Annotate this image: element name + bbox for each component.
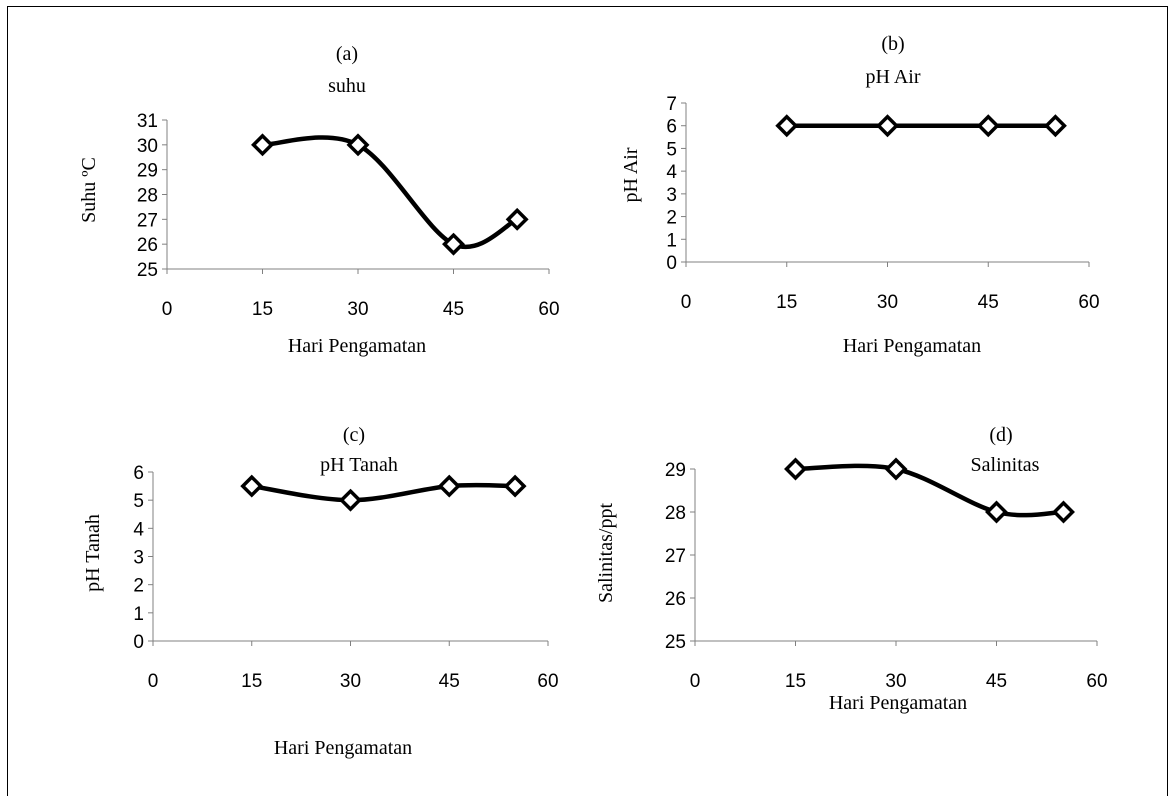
y-axis-label: pH Air	[620, 147, 642, 202]
data-point-marker	[884, 457, 908, 481]
data-point-marker	[503, 474, 527, 498]
y-tick-label: 30	[137, 136, 158, 157]
data-point-marker	[1043, 114, 1067, 138]
y-tick-label: 27	[665, 546, 686, 567]
x-tick-label: 15	[252, 299, 273, 320]
panel-label: (b)	[881, 33, 904, 55]
x-tick-label: 60	[1078, 292, 1099, 313]
data-point-marker	[240, 474, 264, 498]
y-tick-label: 5	[133, 491, 144, 512]
y-axis-label: Salinitas/ppt	[595, 503, 617, 603]
y-tick-label: 7	[666, 94, 677, 115]
x-tick-label: 60	[538, 299, 559, 320]
y-tick-label: 6	[666, 117, 677, 138]
y-tick-label: 4	[666, 162, 677, 183]
x-tick-label: 60	[1086, 671, 1107, 692]
y-tick-label: 1	[666, 230, 677, 251]
x-tick-label: 30	[885, 671, 906, 692]
chart-title: Salinitas	[971, 454, 1040, 476]
y-tick-label: 0	[133, 632, 144, 653]
y-tick-label: 28	[137, 186, 158, 207]
y-axis-label: Suhu ºC	[78, 157, 100, 223]
data-point-marker	[346, 133, 370, 157]
x-tick-label: 0	[162, 299, 173, 320]
x-axis-label: Hari Pengamatan	[274, 737, 412, 759]
y-tick-label: 29	[665, 460, 686, 481]
y-axis-label: pH Tanah	[82, 514, 104, 592]
data-point-marker	[1052, 500, 1075, 524]
chart-title: pH Tanah	[320, 454, 398, 476]
y-tick-label: 5	[666, 139, 677, 160]
figure-frame	[7, 6, 1168, 796]
panel-label: (a)	[336, 43, 358, 65]
y-tick-label: 3	[133, 548, 144, 569]
x-tick-label: 15	[241, 671, 262, 692]
data-point-marker	[251, 133, 274, 157]
panel-label: (c)	[343, 424, 365, 446]
y-tick-label: 4	[133, 519, 144, 540]
data-point-marker	[505, 207, 529, 231]
y-tick-label: 1	[133, 604, 144, 625]
x-tick-label: 45	[443, 299, 464, 320]
x-tick-label: 30	[340, 671, 361, 692]
series-line	[251, 482, 516, 503]
y-tick-label: 25	[137, 260, 158, 281]
data-point-marker	[442, 232, 465, 256]
x-tick-label: 30	[347, 299, 368, 320]
x-tick-label: 60	[537, 671, 558, 692]
y-tick-label: 28	[665, 503, 686, 524]
x-tick-label: 30	[877, 292, 898, 313]
y-tick-label: 6	[133, 463, 144, 484]
x-tick-label: 15	[776, 292, 797, 313]
data-point-marker	[876, 114, 899, 138]
y-tick-label: 0	[666, 253, 677, 274]
y-tick-label: 2	[133, 576, 144, 597]
y-tick-label: 31	[137, 111, 158, 132]
data-point-marker	[339, 488, 362, 512]
chart-panel-4: 25 26 27 28 29 0 15 30 45 60 (d) Salinitas Hari Peng…	[595, 424, 1108, 714]
x-tick-label: 0	[690, 671, 701, 692]
series-line	[262, 135, 519, 249]
y-tick-label: 26	[137, 235, 158, 256]
panel-label: (d)	[989, 424, 1012, 446]
series-line	[795, 463, 1064, 518]
x-tick-label: 45	[978, 292, 999, 313]
chart-panel-1: 25 26 27 28 29 30 31 0 15 30 45 60 (a) suhu Hari Penga…	[78, 43, 560, 357]
data-point-marker	[784, 457, 807, 481]
data-point-marker	[775, 114, 799, 138]
y-tick-label: 26	[665, 589, 686, 610]
x-tick-label: 0	[681, 292, 692, 313]
x-tick-label: 45	[439, 671, 460, 692]
x-tick-label: 45	[986, 671, 1007, 692]
y-tick-label: 2	[666, 208, 677, 229]
x-axis-label: Hari Pengamatan	[829, 692, 967, 714]
chart-title: suhu	[328, 75, 366, 97]
x-tick-label: 15	[785, 671, 806, 692]
y-tick-label: 25	[665, 632, 686, 653]
data-point-marker	[437, 474, 461, 498]
x-tick-label: 0	[148, 671, 159, 692]
y-tick-label: 27	[137, 210, 158, 231]
x-axis-label: Hari Pengamatan	[288, 335, 426, 357]
data-point-marker	[976, 114, 1000, 138]
y-tick-label: 29	[137, 161, 158, 182]
chart-title: pH Air	[866, 66, 921, 88]
y-tick-label: 3	[666, 185, 677, 206]
data-point-marker	[985, 500, 1008, 524]
x-axis-label: Hari Pengamatan	[843, 335, 981, 357]
